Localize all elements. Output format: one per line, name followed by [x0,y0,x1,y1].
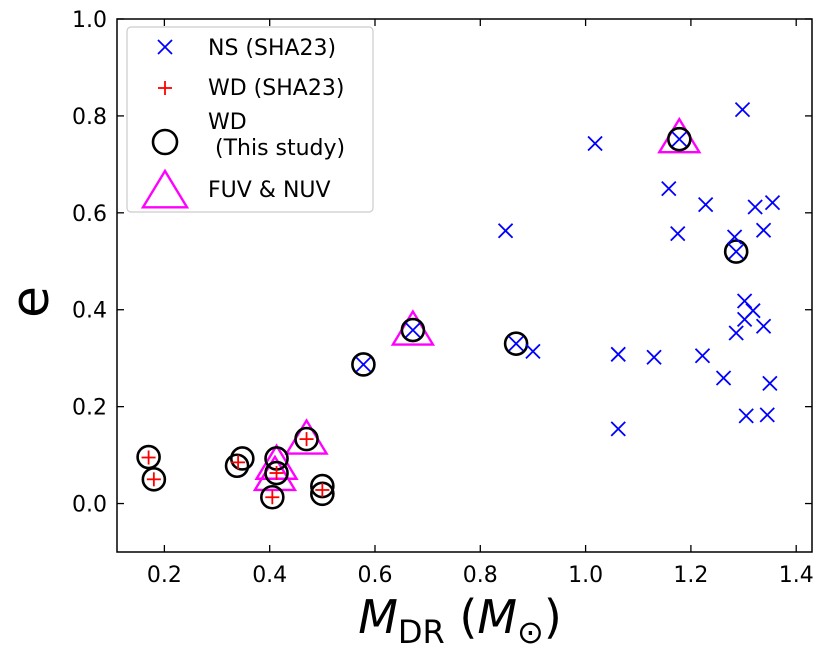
y-tick-label: 0.4 [72,299,107,324]
x-tick-label: 1.0 [568,563,603,588]
legend-marker-ns [157,39,173,55]
x-tick-label: 1.4 [779,563,814,588]
point-wd-this-study [310,481,335,507]
point-ns-sha23 [726,229,743,245]
y-tick-label: 0.6 [72,202,107,227]
point-wd-this-study [294,426,319,452]
point-wd-sha23 [231,455,246,470]
point-ns-sha23 [610,421,626,437]
x-tick-label: 0.8 [463,563,498,588]
point-wd-sha23 [141,450,156,465]
point-wd-this-study [667,126,692,152]
point-ns-sha23 [715,370,732,386]
data-points [136,101,781,510]
point-ns-sha23 [646,349,662,365]
point-ns-sha23 [508,336,524,352]
point-wd-sha23 [265,490,280,505]
legend-marker-uv [140,168,190,209]
legend-label-wd: WD (SHA23) [208,76,344,101]
legend-label-ns: NS (SHA23) [208,36,336,61]
point-wd-this-study [136,444,161,470]
legend-label-uv: FUV & NUV [208,178,331,203]
point-ns-sha23 [728,243,744,260]
x-axis-title-paren-close: ) [544,590,562,644]
point-ns-sha23 [755,222,772,238]
y-axis-title: e [1,286,61,318]
point-wd-sha23 [299,432,314,447]
point-wd-sha23 [146,472,161,487]
x-tick-label: 0.4 [252,563,287,588]
point-wd-this-study [351,352,376,377]
point-ns-sha23 [745,303,761,319]
point-wd-this-study [723,239,749,264]
point-ns-sha23 [764,195,781,211]
legend: NS (SHA23) WD (SHA23) WD (This study) FU… [126,26,374,213]
y-tick-label: 1.0 [72,8,107,33]
point-wd-this-study [264,460,289,486]
x-axis-title-paren-open: ( [445,590,478,644]
point-ns-sha23 [497,223,514,239]
x-axis-title-sub: DR [398,613,445,651]
y-axis-ticks: 0.0 0.2 0.4 0.6 0.8 1.0 [72,8,812,518]
legend-marker-this-study [151,128,179,156]
x-tick-label: 0.6 [357,563,392,588]
point-wd-this-study [310,473,335,499]
y-tick-label: 0.8 [72,105,107,130]
point-ns-sha23 [698,196,714,213]
point-wd-this-study [224,453,250,479]
point-ns-sha23 [525,343,541,360]
legend-label-this-study-line2: (This study) [208,136,345,161]
point-ns-sha23 [762,375,778,392]
point-ns-sha23 [747,199,763,215]
point-ns-sha23 [671,131,687,147]
legend-frame [126,26,374,213]
legend-label-this-study-line1: WD [208,110,247,135]
point-ns-sha23 [355,356,372,373]
point-ns-sha23 [587,135,603,152]
legend-label-this-study: WD (This study) [208,110,345,161]
x-axis-title-unit: M [477,590,517,644]
point-wd-this-study [141,467,167,492]
y-tick-label: 0.0 [72,493,107,518]
point-ns-sha23 [759,407,775,423]
x-tick-label: 1.2 [673,563,708,588]
point-ns-sha23 [728,325,744,341]
x-axis-title-main: M [358,590,398,644]
point-wd-this-study [503,331,529,356]
point-ns-sha23 [661,180,677,197]
point-wd-this-study [400,317,426,343]
legend-markers [140,39,190,209]
point-wd-sha23 [269,466,284,481]
point-ns-sha23 [734,101,751,118]
y-tick-label: 0.2 [72,396,107,421]
point-wd-this-study [230,446,255,471]
point-wd-sha23 [315,482,330,497]
legend-marker-wd [158,81,172,95]
x-axis-title: MDR (M⊙) [358,590,562,651]
x-axis-ticks: 0.2 0.4 0.6 0.8 1.0 1.2 1.4 [147,19,814,588]
point-ns-sha23 [610,346,626,362]
point-ns-sha23 [694,348,711,364]
point-ns-sha23 [670,226,686,242]
x-tick-label: 0.2 [147,563,182,588]
point-ns-sha23 [738,408,754,424]
point-ns-sha23 [755,318,772,334]
x-axis-title-unit-sub: ⊙ [517,613,544,651]
point-ns-sha23 [405,322,421,338]
point-wd-this-study [260,484,285,510]
